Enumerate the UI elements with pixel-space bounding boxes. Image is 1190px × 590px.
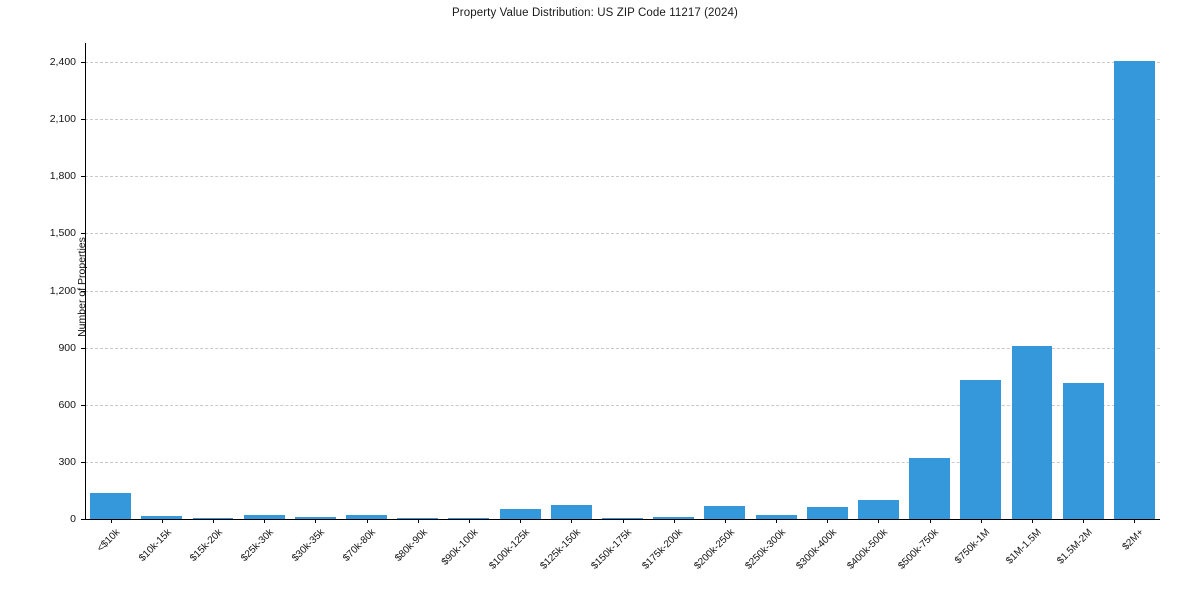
bar[interactable]: [192, 518, 234, 519]
bar[interactable]: [1062, 383, 1104, 519]
x-tick-label: $250k-300k: [743, 527, 788, 572]
x-tick-mark: [264, 519, 266, 523]
x-tick-label: $70k-80k: [341, 527, 379, 564]
x-tick-label: $1.5M-2M: [1055, 527, 1095, 567]
x-tick-label: $80k-90k: [392, 527, 430, 564]
x-tick-label: $125k-150k: [538, 527, 584, 572]
x-tick-label: $100k-125k: [487, 527, 532, 572]
x-tick-label: $400k-500k: [845, 527, 891, 572]
bar[interactable]: [397, 517, 439, 519]
y-tick-label: 0: [70, 513, 76, 525]
gridline: [85, 290, 1160, 292]
y-tick-label: 1,200: [49, 284, 76, 297]
bar[interactable]: [1113, 61, 1155, 519]
plot-area: [85, 43, 1160, 519]
y-tick-mark: [81, 461, 85, 463]
bar[interactable]: [806, 507, 848, 519]
y-tick-mark: [81, 519, 85, 520]
gridline: [85, 233, 1160, 235]
gridline: [85, 461, 1160, 463]
chart-title: Property Value Distribution: US ZIP Code…: [452, 7, 738, 19]
gridline: [85, 62, 1160, 64]
x-tick-mark: [776, 519, 778, 523]
bar[interactable]: [602, 517, 643, 519]
x-tick-label: $30k-35k: [290, 527, 328, 564]
y-tick-mark: [81, 404, 85, 406]
x-tick-mark: [520, 519, 522, 523]
x-tick-mark: [724, 519, 726, 523]
y-tick-label: 2,400: [49, 56, 76, 69]
y-tick-label: 300: [58, 455, 76, 468]
bar[interactable]: [909, 458, 951, 519]
y-tick-mark: [81, 176, 85, 178]
x-tick-mark: [161, 519, 163, 523]
x-tick-mark: [1032, 519, 1034, 523]
y-tick-label: 1,500: [49, 227, 76, 240]
x-tick-label: <$10k: [95, 527, 123, 555]
x-tick-label: $175k-200k: [640, 527, 686, 572]
x-tick-label: $300k-400k: [794, 527, 840, 572]
bar[interactable]: [755, 515, 797, 519]
x-tick-label: $15k-20k: [187, 527, 225, 564]
x-tick-mark: [673, 519, 675, 523]
x-tick-mark: [417, 519, 419, 523]
x-tick-mark: [366, 519, 368, 523]
x-tick-label: $1M-1.5M: [1004, 527, 1044, 567]
x-tick-mark: [212, 519, 214, 523]
y-tick-mark: [81, 290, 85, 292]
bar[interactable]: [857, 500, 899, 519]
y-tick-mark: [81, 62, 85, 64]
gridline: [85, 119, 1160, 121]
bar[interactable]: [243, 515, 285, 519]
y-tick-label: 600: [58, 398, 76, 411]
x-tick-mark: [929, 519, 931, 523]
x-tick-mark: [878, 519, 880, 523]
x-tick-label: $200k-250k: [691, 527, 737, 572]
x-tick-label: $10k-15k: [136, 527, 174, 564]
x-tick-mark: [571, 519, 573, 523]
x-tick-mark: [110, 519, 112, 523]
x-tick-mark: [827, 519, 829, 523]
x-tick-label: $2M+: [1120, 527, 1147, 553]
bar[interactable]: [141, 516, 183, 519]
x-tick-mark: [1134, 519, 1136, 523]
gridline: [85, 176, 1160, 178]
x-tick-mark: [468, 519, 470, 523]
bar[interactable]: [1011, 345, 1053, 519]
x-tick-mark: [315, 519, 317, 523]
x-tick-mark: [1083, 519, 1085, 523]
y-tick-mark: [81, 233, 85, 235]
bar[interactable]: [960, 380, 1002, 519]
x-tick-mark: [622, 519, 624, 523]
x-tick-label: $750k-1M: [953, 527, 993, 567]
x-tick-label: $150k-175k: [589, 527, 635, 572]
bar[interactable]: [90, 492, 132, 519]
bar[interactable]: [499, 508, 541, 519]
gridline: [85, 404, 1160, 406]
y-tick-label: 2,100: [49, 113, 76, 126]
y-tick-label: 900: [58, 341, 76, 354]
y-axis-line: [85, 43, 86, 519]
gridline: [85, 347, 1160, 349]
bar[interactable]: [653, 517, 695, 519]
x-tick-label: $500k-750k: [896, 527, 942, 572]
bar[interactable]: [346, 515, 387, 519]
x-tick-label: $90k-100k: [439, 527, 481, 568]
y-tick-mark: [81, 347, 85, 349]
bar[interactable]: [704, 506, 746, 519]
y-tick-label: 1,800: [49, 170, 76, 183]
bar[interactable]: [550, 505, 592, 519]
bar[interactable]: [448, 518, 490, 519]
y-tick-mark: [81, 119, 85, 121]
x-tick-mark: [980, 519, 982, 523]
bar[interactable]: [294, 517, 336, 519]
x-tick-label: $25k-30k: [239, 527, 276, 564]
